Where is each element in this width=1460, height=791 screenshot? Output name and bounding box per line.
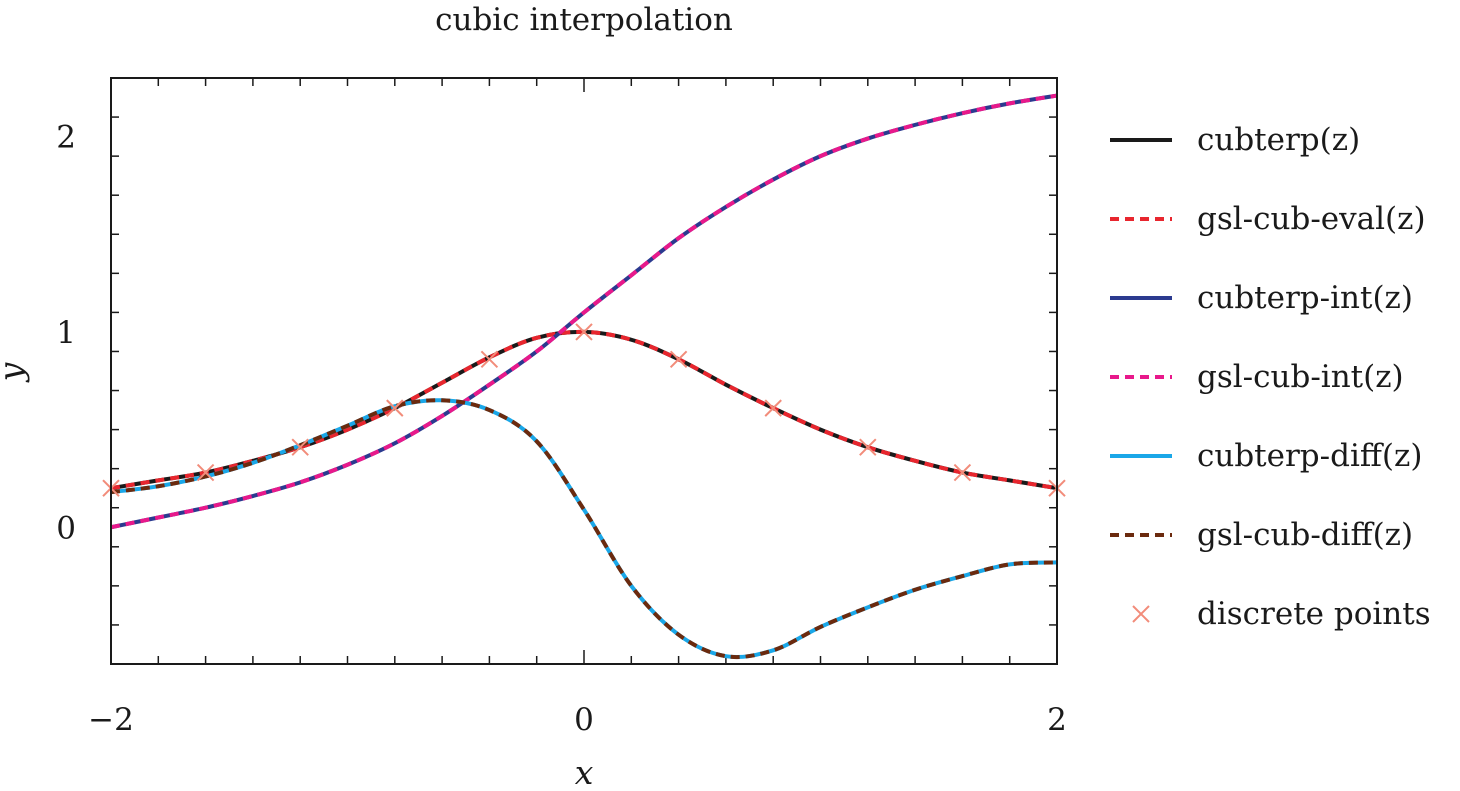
discrete-point bbox=[764, 399, 782, 417]
y-tick-label: 2 bbox=[56, 120, 76, 156]
x-tick-label: 2 bbox=[1047, 702, 1067, 738]
axis-ticks bbox=[110, 77, 1058, 665]
legend-item-cubterp-int-z: cubterp-int(z) bbox=[1110, 280, 1413, 316]
series-line-gsl-cub-diff-z bbox=[110, 398, 1058, 660]
legend-swatch bbox=[1132, 605, 1150, 623]
series-lines bbox=[110, 93, 1058, 660]
discrete-point bbox=[953, 463, 972, 482]
chart-title: cubic interpolation bbox=[435, 2, 733, 38]
discrete-points bbox=[102, 323, 1066, 497]
legend-label: gsl-cub-diff(z) bbox=[1197, 517, 1413, 553]
legend-label: gsl-cub-int(z) bbox=[1197, 359, 1404, 395]
x-tick-label: −2 bbox=[88, 702, 134, 738]
legend-label: discrete points bbox=[1197, 596, 1431, 632]
legend-item-gsl-cub-eval-z: gsl-cub-eval(z) bbox=[1110, 201, 1426, 237]
discrete-point bbox=[291, 438, 309, 456]
legend-label: cubterp-int(z) bbox=[1197, 280, 1413, 316]
legend-label: cubterp-diff(z) bbox=[1197, 438, 1422, 474]
discrete-point bbox=[859, 438, 877, 456]
legend-label: gsl-cub-eval(z) bbox=[1197, 201, 1426, 237]
discrete-point bbox=[386, 399, 404, 417]
plot-frame bbox=[110, 77, 1058, 665]
legend: cubterp(z) gsl-cub-eval(z) cubterp-int(z) g… bbox=[1110, 122, 1431, 632]
y-tick-label: 0 bbox=[56, 510, 76, 546]
legend-label: cubterp(z) bbox=[1197, 122, 1360, 158]
y-tick-label: 1 bbox=[56, 315, 76, 351]
legend-item-discrete-points: discrete points bbox=[1132, 596, 1431, 632]
legend-item-gsl-cub-diff-z: gsl-cub-diff(z) bbox=[1110, 517, 1413, 553]
y-axis-label: y bbox=[0, 362, 30, 383]
tick-labels: −2 0 2 0 1 2 bbox=[56, 120, 1067, 738]
discrete-point bbox=[669, 350, 688, 368]
series-line-cubterp-diff-z bbox=[110, 398, 1058, 660]
legend-item-cubterp-diff-z: cubterp-diff(z) bbox=[1110, 438, 1422, 474]
x-tick-label: 0 bbox=[574, 702, 594, 738]
series-line-gsl-cub-int-z bbox=[110, 93, 1058, 530]
x-axis-label: x bbox=[575, 753, 594, 791]
legend-item-gsl-cub-int-z: gsl-cub-int(z) bbox=[1110, 359, 1404, 395]
discrete-point bbox=[575, 323, 593, 341]
discrete-point bbox=[480, 350, 499, 368]
discrete-point bbox=[196, 463, 215, 482]
legend-item-cubterp-z: cubterp(z) bbox=[1110, 122, 1360, 158]
